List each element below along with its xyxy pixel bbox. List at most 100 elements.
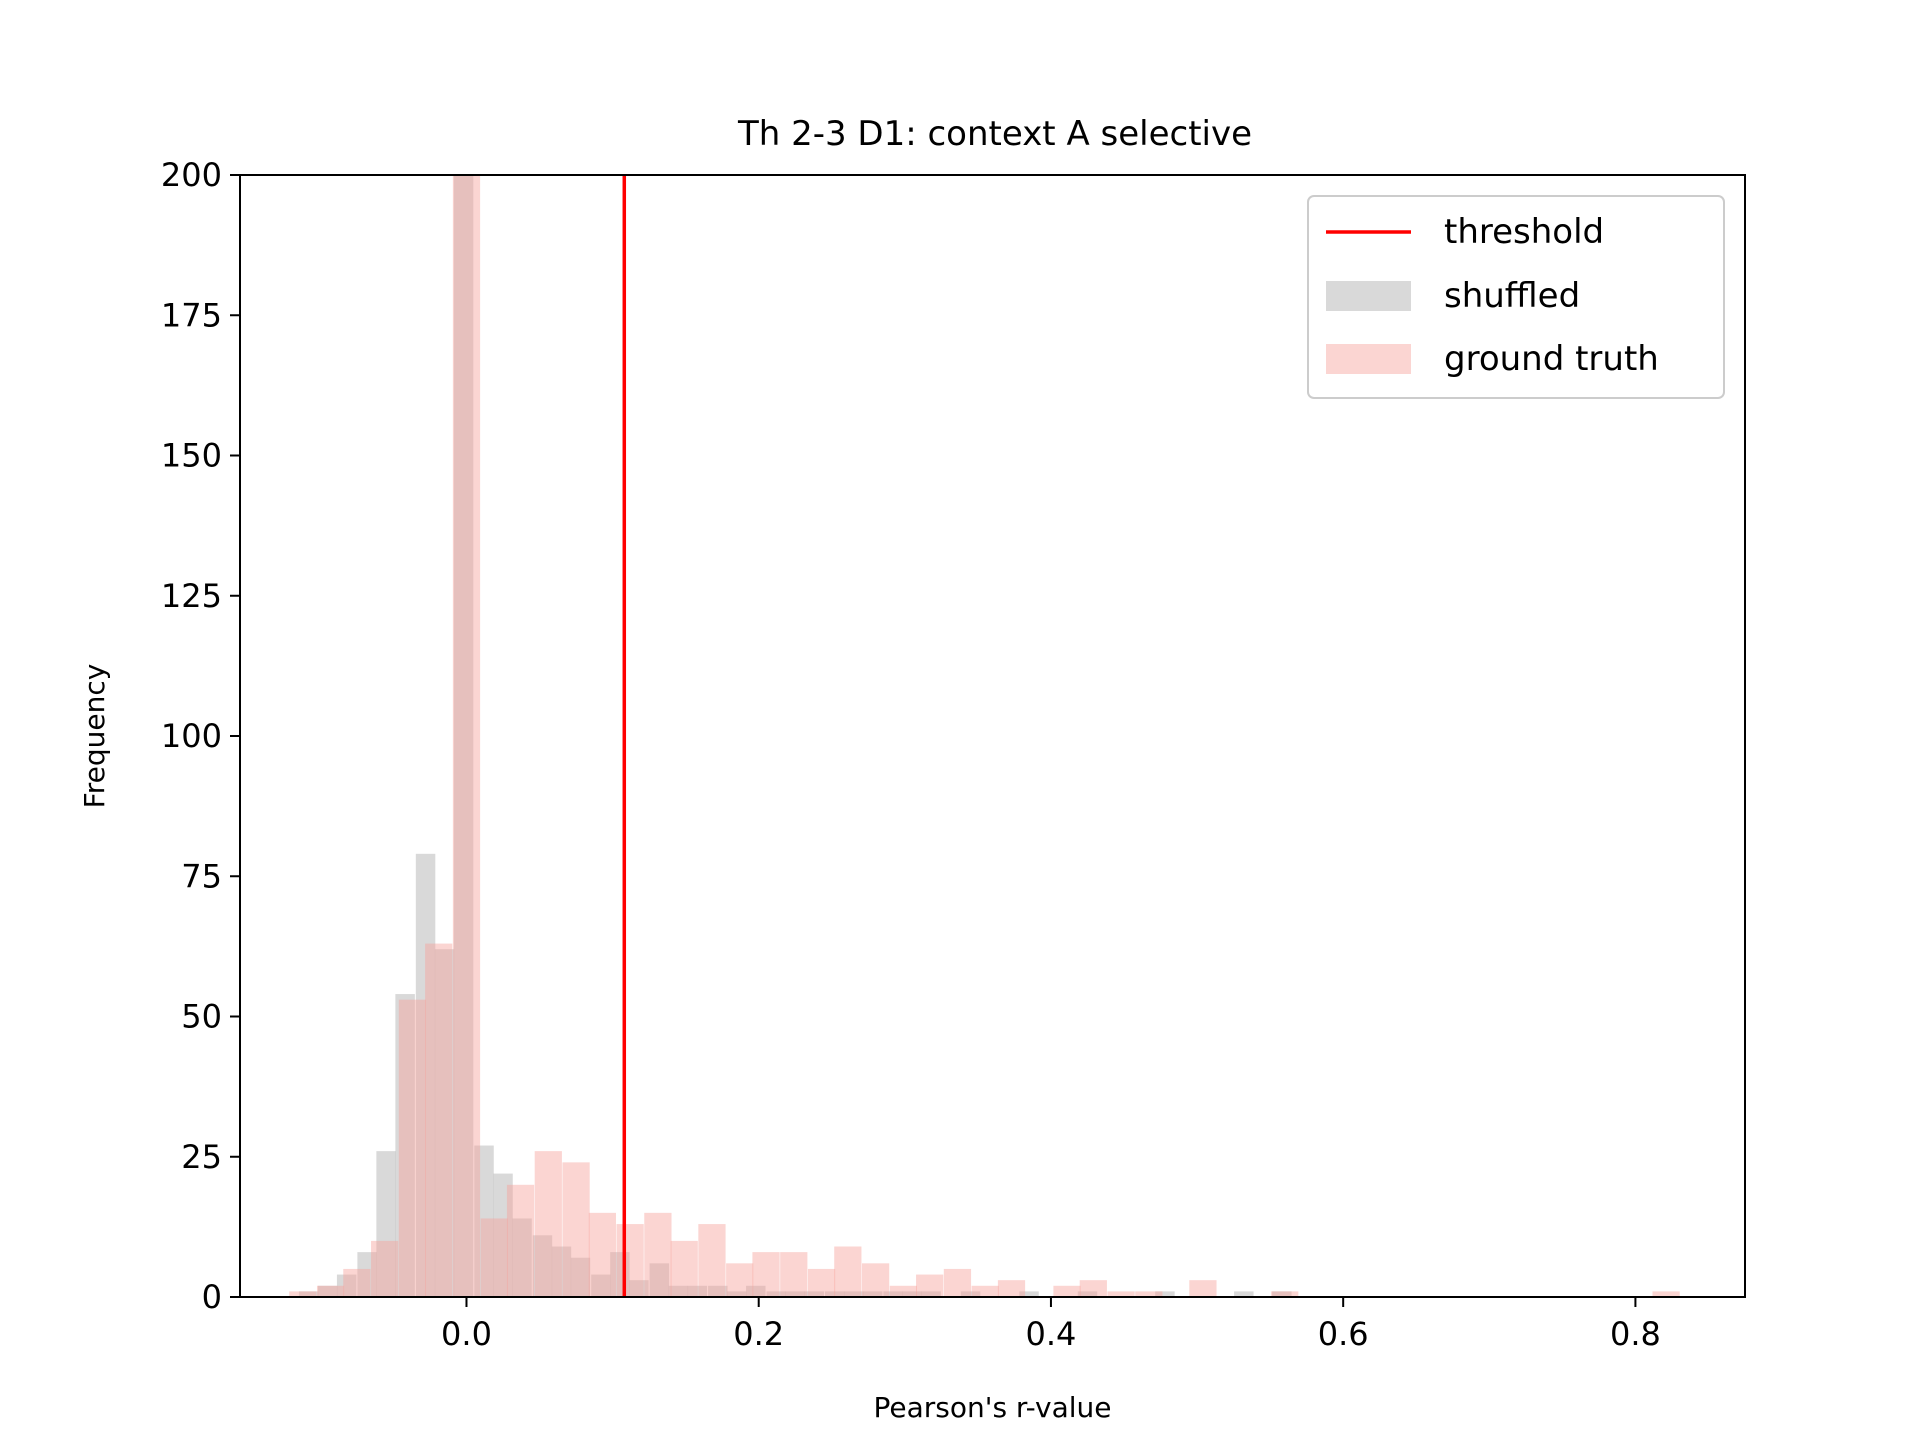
ground-truth-bar [1652,1291,1680,1297]
ground-truth-bar [861,1263,890,1297]
shuffled-bar [591,1274,611,1297]
shuffled-bar [570,1257,591,1297]
ground-truth-bar [452,175,481,1297]
shuffled-bar [493,1173,513,1297]
ground-truth-bar [943,1268,972,1297]
ground-truth-bar [644,1212,672,1297]
shuffled-bars [298,175,1292,1297]
x-axis-label: Pearson's r-value [874,1391,1112,1424]
shuffled-bar [551,1246,572,1297]
shuffled-bar [1077,1291,1098,1297]
ground-truth-bar [780,1252,808,1297]
x-axis: 0.0 0.2 0.4 0.6 0.8 [441,1297,1661,1353]
shuffled-bar [532,1235,553,1297]
shuffled-bar [395,994,415,1297]
shuffled-bar [960,1291,981,1297]
legend: threshold shuffled ground truth [1307,195,1725,399]
ground-truth-bar [1079,1280,1107,1297]
y-tick-label: 150 [161,437,222,475]
shuffled-bar [474,1145,494,1297]
shuffled-bar [298,1291,319,1297]
y-tick-label: 175 [161,296,222,334]
shuffled-bar [415,853,436,1297]
shuffled-bar [804,1291,824,1297]
ground-truth-bar [752,1252,780,1297]
shuffled-bar [317,1285,338,1297]
ground-truth-bar [1053,1285,1081,1297]
legend-box [1307,195,1725,399]
x-tick-label: 0.0 [441,1315,492,1353]
ground-truth-bar [616,1224,644,1297]
ground-truth-bar [670,1240,698,1297]
ground-truth-bar [1107,1291,1135,1297]
shuffled-bar [902,1291,922,1297]
y-tick-label: 100 [161,717,222,755]
x-tick-label: 0.6 [1318,1315,1369,1353]
shuffled-bar [629,1280,649,1297]
ground-truth-bar [916,1274,944,1297]
ground-truth-bar [480,1218,508,1297]
shuffled-bar [883,1291,903,1297]
x-tick-label: 0.8 [1610,1315,1661,1353]
shuffled-bar [727,1291,747,1297]
shuffled-bar [336,1274,357,1297]
shuffled-bar [766,1291,786,1297]
shuffled-bar [862,1291,883,1297]
ground-truth-bar [343,1268,371,1297]
ground-truth-bars [289,175,1680,1297]
shuffled-bar [357,1252,377,1297]
legend-ground-truth-swatch [1326,344,1411,374]
shuffled-bar [687,1285,708,1297]
y-tick-label: 25 [181,1138,222,1176]
plot-area-frame [239,174,1746,1298]
ground-truth-bar [534,1151,562,1297]
y-tick-label: 200 [161,156,222,194]
ground-truth-bar [971,1285,999,1297]
y-axis-label: Frequency [78,664,111,809]
ground-truth-bar [698,1224,726,1297]
ground-truth-bar [1189,1280,1217,1297]
x-tick-label: 0.2 [733,1315,784,1353]
shuffled-bar [785,1291,805,1297]
legend-shuffled-label: shuffled [1444,276,1580,316]
y-tick-label: 125 [161,577,222,615]
ground-truth-bar [289,1291,317,1297]
shuffled-bar [376,1151,396,1297]
shuffled-bar [1155,1291,1175,1297]
y-tick-label: 75 [181,857,222,895]
ground-truth-bar [398,999,427,1297]
ground-truth-bar [807,1268,836,1297]
legend-shuffled-swatch [1326,281,1411,311]
ground-truth-bar [562,1162,590,1297]
ground-truth-bar [588,1212,616,1297]
chart-title: Th 2-3 D1: context A selective [737,114,1252,154]
shuffled-bar [824,1291,845,1297]
shuffled-bar [668,1285,689,1297]
shuffled-bar [1272,1291,1292,1297]
ground-truth-bar [1135,1291,1163,1297]
ground-truth-bar [425,943,453,1297]
ground-truth-bar [371,1240,399,1297]
ground-truth-bar [997,1280,1026,1297]
shuffled-bar [649,1263,670,1297]
legend-ground-truth-label: ground truth [1444,339,1659,379]
ground-truth-bar [316,1285,345,1297]
ground-truth-bar [1271,1291,1299,1297]
shuffled-bar [453,175,474,1297]
shuffled-bar [843,1291,864,1297]
ground-truth-bar [834,1246,862,1297]
y-axis: 0 25 50 75 100 125 150 175 200 [161,156,240,1316]
shuffled-bar [1019,1291,1039,1297]
shuffled-bar [921,1291,941,1297]
legend-threshold-label: threshold [1444,212,1604,252]
ground-truth-bar [506,1184,535,1297]
shuffled-bar [708,1285,728,1297]
shuffled-bar [746,1285,766,1297]
ground-truth-bar [889,1285,917,1297]
shuffled-bar [512,1218,532,1297]
x-tick-label: 0.4 [1026,1315,1077,1353]
y-tick-label: 50 [181,998,222,1036]
y-tick-label: 0 [202,1278,222,1316]
ground-truth-bar [726,1263,754,1297]
